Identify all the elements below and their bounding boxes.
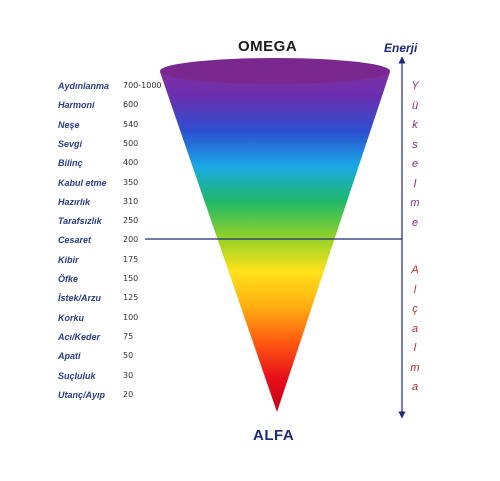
level-name: Harmoni <box>58 100 95 111</box>
rise-letter: e <box>411 158 419 170</box>
level-name: Utanç/Ayıp <box>58 389 106 400</box>
fall-letter: a <box>411 322 419 335</box>
rise-letter: e <box>411 216 419 229</box>
rise-letter: s <box>412 138 418 151</box>
level-name: İstek/Arzu <box>58 293 102 304</box>
level-name: Aydınlanma <box>58 81 110 91</box>
fall-letter: l <box>413 283 417 296</box>
level-name: Hazırlık <box>58 196 91 207</box>
level-name: Acı/Keder <box>58 331 101 342</box>
fall-letter: l <box>413 342 417 354</box>
level-name: Kibir <box>58 254 79 265</box>
level-value: 310 <box>123 196 139 206</box>
level-value: 125 <box>123 293 139 303</box>
level-name: Tarafsızlık <box>58 216 102 227</box>
rise-letter: m <box>410 197 420 209</box>
rise-letter: k <box>412 119 418 131</box>
level-name: Korku <box>58 312 85 323</box>
level-value: 100 <box>123 312 139 322</box>
level-name: Öfke <box>58 274 79 284</box>
level-value: 75 <box>123 331 134 341</box>
level-value: 30 <box>123 370 134 380</box>
level-name: Bilinç <box>58 158 83 169</box>
fall-letter: a <box>411 381 419 393</box>
level-value: 175 <box>123 254 139 264</box>
level-value: 200 <box>123 235 139 245</box>
level-value: 600 <box>123 100 139 110</box>
level-value: 700-1000 <box>123 81 162 90</box>
level-name: Suçluluk <box>58 370 96 381</box>
level-name: Apati <box>58 351 81 362</box>
cone-top-ellipse <box>160 58 390 84</box>
fall-letter: m <box>410 361 420 374</box>
level-value: 350 <box>123 177 139 187</box>
level-name: Sevgi <box>58 138 83 149</box>
level-value: 540 <box>123 119 139 129</box>
level-value: 50 <box>123 351 134 361</box>
rise-letter: l <box>413 177 417 190</box>
level-value: 400 <box>123 158 139 168</box>
fall-letter: A <box>411 264 419 276</box>
level-name: Neşe <box>58 119 80 130</box>
omega-label: OMEGA <box>238 38 298 55</box>
rise-letter: Y <box>411 80 419 92</box>
level-value: 20 <box>123 389 134 399</box>
level-name: Kabul etme <box>58 177 107 188</box>
level-value: 150 <box>123 274 139 283</box>
alfa-label: ALFA <box>253 427 295 444</box>
level-name: Cesaret <box>58 235 92 246</box>
fall-letter: ç <box>412 303 418 315</box>
level-value: 500 <box>123 138 139 148</box>
level-value: 250 <box>123 216 139 226</box>
energy-axis-label: Enerji <box>384 41 418 55</box>
rise-letter: ü <box>411 99 419 112</box>
cone-body <box>160 61 390 412</box>
